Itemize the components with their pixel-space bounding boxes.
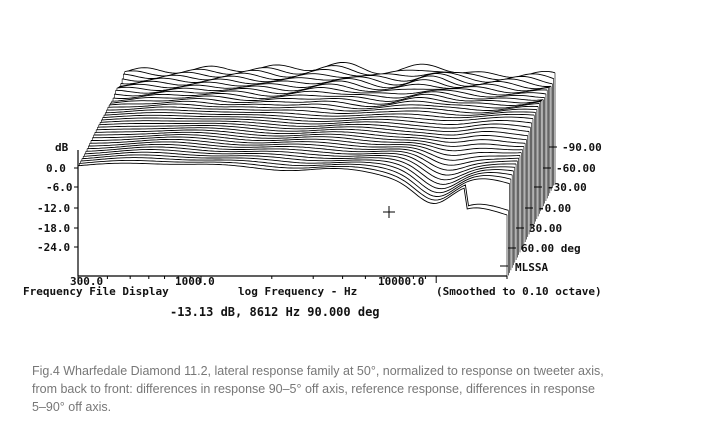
- y-tick-label: 0.0: [46, 162, 66, 175]
- response-curve: [107, 103, 537, 114]
- x-axis-ticks: [77, 276, 508, 283]
- response-curve: [115, 87, 545, 99]
- brand-label: MLSSA: [515, 261, 548, 274]
- response-curve: [114, 90, 544, 101]
- waterfall-chart: dB 300.0 1000.0 10000.0 0.0 -6.0 -12.0 -…: [23, 61, 602, 319]
- response-curve: [77, 162, 508, 216]
- response-curve: [96, 127, 526, 144]
- response-curve: [112, 92, 543, 104]
- y-axis-label: dB: [55, 141, 69, 154]
- response-curves: [77, 61, 556, 278]
- y-tick-label: -18.0: [37, 222, 70, 235]
- response-curve: [93, 131, 523, 152]
- depth-tick-label: -90.00: [562, 141, 602, 154]
- response-curve: [100, 120, 530, 133]
- response-curve: [106, 106, 536, 116]
- response-curve: [80, 157, 510, 197]
- cursor-marker: [383, 206, 395, 218]
- response-curve: [110, 98, 540, 109]
- display-mode-label: Frequency File Display: [23, 285, 169, 298]
- y-tick-label: -24.0: [37, 241, 70, 254]
- x-tick-label: 1000.0: [175, 275, 215, 288]
- response-curve: [101, 117, 531, 129]
- y-tick-label: -6.0: [46, 181, 73, 194]
- curve-mask: [78, 163, 507, 278]
- depth-tick-label: 60.00 deg: [521, 242, 581, 255]
- response-curve: [83, 151, 513, 190]
- y-tick-label: -12.0: [37, 202, 70, 215]
- response-curve: [123, 69, 553, 85]
- response-curve: [85, 146, 515, 181]
- response-curve: [97, 125, 527, 141]
- response-curve: [124, 65, 554, 81]
- response-curve: [88, 141, 518, 171]
- depth-tick-label: 30.00: [529, 222, 562, 235]
- response-curve: [118, 80, 548, 94]
- depth-tick-label: -60.00: [556, 162, 596, 175]
- response-curve: [111, 95, 541, 106]
- response-curve: [92, 134, 522, 156]
- response-curve: [102, 114, 532, 125]
- depth-axis-ticks: [500, 146, 557, 267]
- y-axis-ticks: [74, 167, 78, 248]
- response-curve: [84, 149, 514, 185]
- response-curve: [116, 83, 546, 96]
- figure-caption: Fig.4 Wharfedale Diamond 11.2, lateral r…: [32, 364, 604, 414]
- cursor-readout: -13.13 dB, 8612 Hz 90.000 deg: [170, 305, 380, 319]
- response-curve: [89, 138, 519, 166]
- response-curve: [105, 109, 535, 119]
- response-curve: [109, 100, 539, 111]
- response-curve: [94, 129, 524, 148]
- response-curve: [81, 154, 512, 194]
- x-tick-label: 300.0: [70, 275, 103, 288]
- response-curve: [125, 61, 556, 78]
- x-tick-label: 10000.0: [378, 275, 424, 288]
- x-axis-label: log Frequency - Hz: [238, 285, 357, 298]
- response-curve: [98, 122, 528, 137]
- depth-tick-label: -30.00: [547, 181, 587, 194]
- response-curve: [91, 136, 521, 161]
- response-curve: [79, 159, 509, 211]
- response-curve: [87, 143, 517, 176]
- depth-tick-label: -0.00: [538, 202, 571, 215]
- smoothing-note: (Smoothed to 0.10 octave): [436, 285, 602, 298]
- response-curve: [103, 112, 533, 122]
